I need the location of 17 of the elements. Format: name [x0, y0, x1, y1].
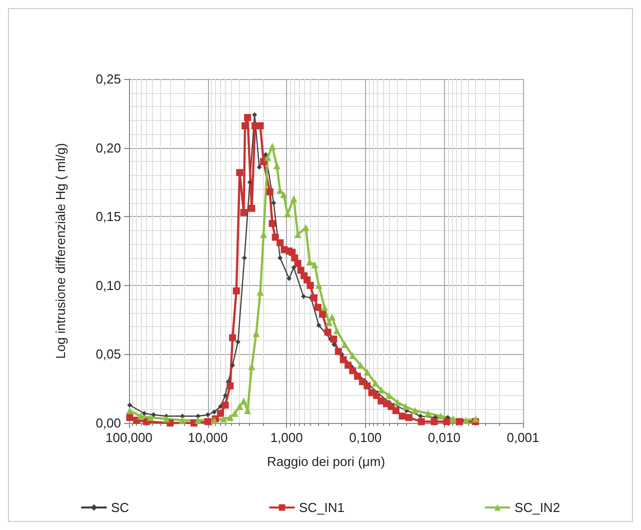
- y-tick-label: 0,15: [96, 209, 121, 224]
- x-tick-label: 0,100: [349, 430, 382, 445]
- y-axis-title: Log intrusione differenziale Hg ( ml/g): [53, 143, 68, 359]
- x-tick-label: 10,000: [188, 430, 228, 445]
- x-tick-label: 1,000: [270, 430, 303, 445]
- x-tick-label: 100,000: [106, 430, 152, 445]
- y-tick-label: 0,05: [96, 346, 121, 362]
- y-tick-label: 0,10: [96, 278, 121, 293]
- y-tick-label: 0,25: [96, 72, 121, 86]
- y-tick-label: 0,20: [96, 140, 121, 156]
- x-axis-title: Raggio dei pori (μm): [266, 454, 386, 469]
- x-tick-label: 0,001: [506, 430, 540, 445]
- legend-label: SC_IN1: [299, 500, 345, 515]
- legend-label: SC: [110, 500, 130, 515]
- y-tick-label: 0,00: [96, 416, 121, 430]
- x-tick-label: 0,010: [428, 430, 460, 445]
- legend-label: SC_IN2: [514, 500, 560, 515]
